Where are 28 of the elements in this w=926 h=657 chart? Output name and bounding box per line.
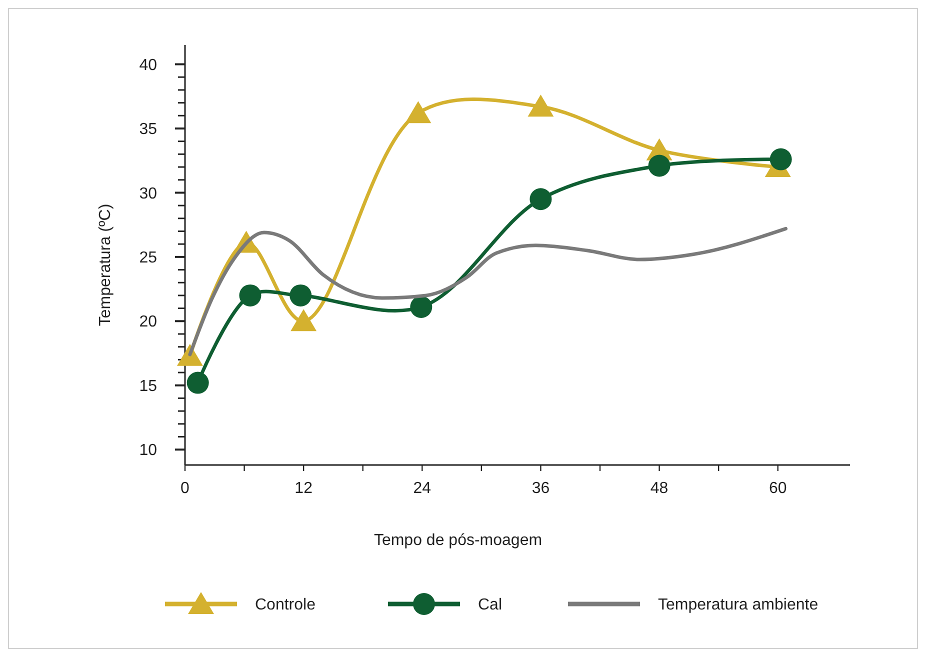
x-tick-label: 24 [413,480,432,497]
y-tick-label: 10 [139,442,158,460]
legend-label: Cal [478,596,502,614]
x-tick-label: 0 [180,480,190,497]
point [528,94,554,117]
y-tick-label: 35 [139,121,158,138]
y-tick-label: 40 [139,56,158,74]
legend-label: Controle [255,596,316,614]
point [290,309,317,332]
y-tick-label: 15 [139,378,158,395]
point [648,154,670,177]
x-tick-label: 36 [532,480,550,497]
point [405,101,432,124]
point [770,148,792,170]
point [186,372,209,394]
y-tick-label: 20 [139,314,158,331]
y-axis-title: Temperatura (ºC) [97,204,114,326]
point [530,188,552,210]
x-axis-title: Tempo de pós-moagem [374,532,542,549]
legend-label: Temperatura ambiente [658,596,818,614]
x-tick-label: 12 [294,480,313,497]
point [239,284,262,306]
y-tick-label: 25 [139,250,158,267]
point [290,284,312,306]
y-tick-label: 30 [139,185,158,202]
x-tick-label: 60 [768,480,787,497]
point [410,296,432,318]
x-tick-label: 48 [650,480,668,497]
